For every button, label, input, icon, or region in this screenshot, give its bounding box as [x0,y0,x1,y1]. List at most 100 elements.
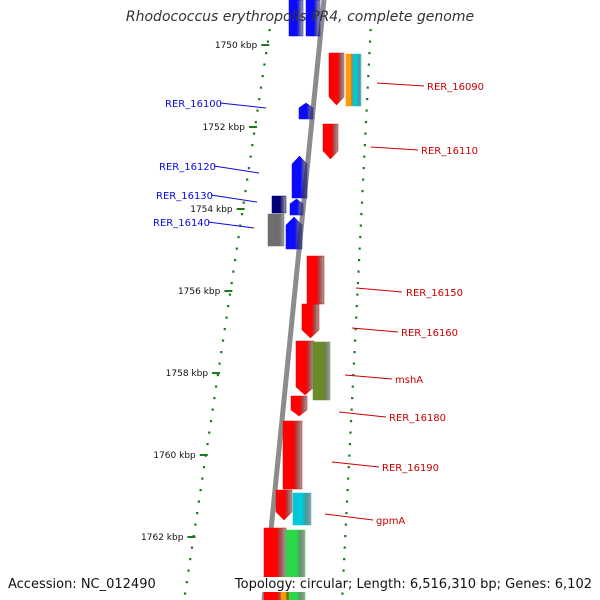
outer-tick-dot [358,259,361,262]
outer-tick-dot [351,385,354,388]
feature-label-rer_16180[interactable]: RER_16180 [389,413,446,424]
scale-label: 1758 kbp [166,369,209,379]
outer-tick-dot [368,52,371,55]
genome-summary: Topology: circular; Length: 6,516,310 bp… [234,577,592,592]
gene-rect[interactable] [289,198,304,216]
inner-tick-dot [185,581,188,584]
inner-tick-dot [213,397,216,400]
outer-tick-dot [355,316,358,319]
outer-tick-dot [366,98,369,101]
leader-line [210,194,258,203]
outer-tick-dot [356,282,360,285]
inner-tick-dot [232,270,235,273]
scale-label: 1754 kbp [190,205,233,215]
feature-label-rer_16190[interactable]: RER_16190 [382,463,439,474]
gene-rect[interactable] [291,155,308,199]
outer-tick-dot [353,351,356,354]
outer-tick-dot [359,236,362,239]
outer-tick-dot [361,190,364,193]
outer-tick-dot [348,443,351,446]
outer-tick-dot [352,374,355,377]
gene-rect[interactable] [328,52,345,106]
gene-rect[interactable] [352,53,362,107]
leader-line [331,461,380,468]
inner-tick-dot [215,385,218,388]
outer-tick-dot [368,40,372,43]
inner-tick-dot [242,201,245,204]
leader-line [370,146,419,151]
gene-rect[interactable] [312,341,331,401]
outer-tick-dot [362,167,365,170]
inner-tick-dot [194,523,197,526]
scale-label: 1752 kbp [203,123,246,133]
gene-rect[interactable] [298,102,314,120]
feature-label-rer_16140[interactable]: RER_16140 [153,218,210,229]
feature-label-rer_16110[interactable]: RER_16110 [421,146,478,157]
gene-rect[interactable] [271,195,287,214]
outer-tick-dot [350,408,353,411]
gene-rect[interactable] [322,123,339,160]
inner-tick-dot [230,282,233,285]
feature-label-rer_16120[interactable]: RER_16120 [159,162,216,173]
outer-tick-dot [341,592,344,595]
inner-tick-dot [190,546,194,549]
outer-tick-dot [364,132,367,135]
feature-label-rer_16130[interactable]: RER_16130 [156,191,213,202]
leader-line [355,287,403,293]
gene-rect[interactable] [295,340,315,396]
gene-rect[interactable] [282,420,303,490]
outer-tick-dot [367,75,370,78]
outer-tick-dot [343,558,346,561]
inner-tick-dot [265,52,268,55]
outer-tick-dot [357,270,360,273]
inner-tick-dot [228,293,232,296]
outer-tick-dot [352,362,356,365]
gene-rect[interactable] [288,0,304,37]
gene-rect[interactable] [301,303,320,339]
outer-tick-dot [349,420,353,423]
feature-label-rer_16160[interactable]: RER_16160 [401,328,458,339]
gene-rect[interactable] [305,0,321,37]
outer-tick-dot [347,477,350,480]
inner-tick-dot [209,420,213,423]
leader-line [219,102,267,109]
genome-title: Rhodococcus erythropolis PR4, complete g… [125,9,475,25]
inner-tick-dot [254,121,257,124]
outer-tick-dot [365,109,368,112]
outer-tick-dot [363,155,366,158]
leader-line [213,165,260,174]
inner-tick-dot [235,247,238,250]
inner-tick-dot [221,339,225,342]
gene-rect[interactable] [267,213,285,247]
outer-tick-dot [364,121,368,124]
feature-label-rer_16100[interactable]: RER_16100 [165,99,222,110]
gene-rect[interactable] [275,489,293,521]
feature-label-rer_16150[interactable]: RER_16150 [406,288,463,299]
outer-tick-dot [345,512,348,515]
gene-rect[interactable] [306,255,325,305]
feature-label-msha[interactable]: mshA [395,375,423,386]
outer-tick-dot [358,247,361,250]
inner-tick-dot [249,155,252,158]
inner-tick-dot [208,431,211,434]
outer-tick-dot [355,305,358,308]
feature-label-gpma[interactable]: gpmA [376,516,405,527]
gene-rect[interactable] [292,492,312,526]
leader-line [338,411,387,418]
scale-label: 1750 kbp [215,41,258,51]
gene-rect[interactable] [290,395,308,417]
inner-tick-dot [218,362,221,365]
leader-line [324,513,374,521]
inner-tick-dot [223,328,226,331]
inner-tick-dot [252,132,256,135]
genome-backbone [261,0,327,600]
inner-tick-dot [201,477,204,480]
outer-tick-dot [346,489,349,492]
gene-rect[interactable] [285,216,303,250]
inner-tick-dot [247,167,250,170]
inner-tick-dot [268,29,271,32]
feature-label-rer_16090[interactable]: RER_16090 [427,82,484,93]
scale-label: 1762 kbp [141,533,184,543]
outer-tick-dot [342,569,345,572]
